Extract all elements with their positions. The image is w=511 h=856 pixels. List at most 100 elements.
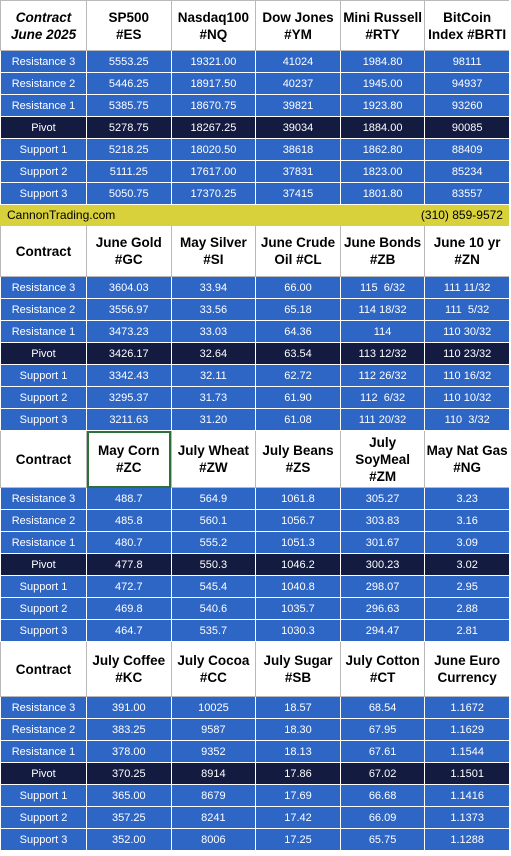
level-label-cell[interactable]: Support 3 — [0, 408, 87, 431]
level-value-cell[interactable]: 98111 — [424, 50, 510, 73]
level-value-cell[interactable]: 485.8 — [86, 509, 172, 532]
instrument-header-cell[interactable]: July Coffee #KC — [86, 641, 172, 697]
level-value-cell[interactable]: 67.61 — [339, 740, 426, 763]
level-label-cell[interactable]: Resistance 2 — [0, 72, 87, 95]
level-value-cell[interactable]: 488.7 — [86, 487, 172, 510]
level-value-cell[interactable]: 300.23 — [339, 553, 426, 576]
level-value-cell[interactable]: 545.4 — [170, 575, 257, 598]
level-value-cell[interactable]: 365.00 — [86, 784, 172, 807]
level-label-cell[interactable]: Support 1 — [0, 784, 87, 807]
level-value-cell[interactable]: 32.11 — [170, 364, 257, 387]
level-value-cell[interactable]: 112 26/32 — [339, 364, 426, 387]
level-value-cell[interactable]: 469.8 — [86, 597, 172, 620]
level-value-cell[interactable]: 62.72 — [255, 364, 341, 387]
level-value-cell[interactable]: 1945.00 — [339, 72, 426, 95]
instrument-header-cell[interactable]: Dow Jones #YM — [255, 0, 341, 51]
level-label-cell[interactable]: Support 2 — [0, 386, 87, 409]
level-value-cell[interactable]: 1862.80 — [339, 138, 426, 161]
level-value-cell[interactable]: 1.1373 — [424, 806, 510, 829]
instrument-header-cell[interactable]: May Silver #SI — [170, 225, 257, 277]
level-value-cell[interactable]: 370.25 — [86, 762, 172, 785]
level-value-cell[interactable]: 110 10/32 — [424, 386, 510, 409]
level-value-cell[interactable]: 1884.00 — [339, 116, 426, 139]
level-value-cell[interactable]: 1035.7 — [255, 597, 341, 620]
level-value-cell[interactable]: 3342.43 — [86, 364, 172, 387]
instrument-header-cell[interactable]: July Sugar #SB — [255, 641, 341, 697]
level-value-cell[interactable]: 3556.97 — [86, 298, 172, 321]
level-value-cell[interactable]: 67.95 — [339, 718, 426, 741]
level-value-cell[interactable]: 18917.50 — [170, 72, 257, 95]
level-label-cell[interactable]: Resistance 1 — [0, 320, 87, 343]
level-value-cell[interactable]: 61.08 — [255, 408, 341, 431]
level-label-cell[interactable]: Resistance 1 — [0, 94, 87, 117]
instrument-header-cell[interactable]: BitCoin Index #BRTI — [424, 0, 510, 51]
level-label-cell[interactable]: Resistance 2 — [0, 298, 87, 321]
instrument-header-cell[interactable]: Nasdaq100 #NQ — [170, 0, 257, 51]
level-label-cell[interactable]: Support 3 — [0, 182, 87, 205]
level-value-cell[interactable]: 564.9 — [170, 487, 257, 510]
level-value-cell[interactable]: 2.95 — [424, 575, 510, 598]
level-value-cell[interactable]: 3295.37 — [86, 386, 172, 409]
level-value-cell[interactable]: 298.07 — [339, 575, 426, 598]
level-value-cell[interactable]: 31.73 — [170, 386, 257, 409]
level-value-cell[interactable]: 66.00 — [255, 276, 341, 299]
level-value-cell[interactable]: 5446.25 — [86, 72, 172, 95]
level-value-cell[interactable]: 38618 — [255, 138, 341, 161]
level-value-cell[interactable]: 303.83 — [339, 509, 426, 532]
level-value-cell[interactable]: 535.7 — [170, 619, 257, 642]
level-value-cell[interactable]: 40237 — [255, 72, 341, 95]
contract-header-cell[interactable]: Contract — [0, 430, 87, 488]
level-value-cell[interactable]: 83557 — [424, 182, 510, 205]
level-value-cell[interactable]: 39821 — [255, 94, 341, 117]
level-value-cell[interactable]: 305.27 — [339, 487, 426, 510]
level-value-cell[interactable]: 1030.3 — [255, 619, 341, 642]
level-value-cell[interactable]: 540.6 — [170, 597, 257, 620]
level-value-cell[interactable]: 115 6/32 — [339, 276, 426, 299]
level-value-cell[interactable]: 39034 — [255, 116, 341, 139]
level-value-cell[interactable]: 65.18 — [255, 298, 341, 321]
level-label-cell[interactable]: Resistance 1 — [0, 531, 87, 554]
level-value-cell[interactable]: 64.36 — [255, 320, 341, 343]
level-value-cell[interactable]: 37831 — [255, 160, 341, 183]
site-link-cell[interactable]: CannonTrading.com — [0, 204, 257, 226]
level-value-cell[interactable]: 5111.25 — [86, 160, 172, 183]
level-label-cell[interactable]: Support 1 — [0, 575, 87, 598]
level-value-cell[interactable]: 1046.2 — [255, 553, 341, 576]
level-value-cell[interactable]: 114 18/32 — [339, 298, 426, 321]
level-value-cell[interactable]: 1.1629 — [424, 718, 510, 741]
level-value-cell[interactable]: 378.00 — [86, 740, 172, 763]
level-value-cell[interactable]: 32.64 — [170, 342, 257, 365]
level-value-cell[interactable]: 1.1544 — [424, 740, 510, 763]
level-value-cell[interactable]: 5553.25 — [86, 50, 172, 73]
level-label-cell[interactable]: Support 2 — [0, 160, 87, 183]
level-value-cell[interactable]: 9352 — [170, 740, 257, 763]
level-value-cell[interactable]: 1.1288 — [424, 828, 510, 851]
level-value-cell[interactable]: 8914 — [170, 762, 257, 785]
level-value-cell[interactable]: 8679 — [170, 784, 257, 807]
level-value-cell[interactable]: 1061.8 — [255, 487, 341, 510]
level-value-cell[interactable]: 352.00 — [86, 828, 172, 851]
level-label-cell[interactable]: Resistance 3 — [0, 696, 87, 719]
level-value-cell[interactable]: 1923.80 — [339, 94, 426, 117]
level-label-cell[interactable]: Support 3 — [0, 828, 87, 851]
level-value-cell[interactable]: 2.81 — [424, 619, 510, 642]
instrument-header-cell[interactable]: July Cocoa #CC — [170, 641, 257, 697]
level-value-cell[interactable]: 17.86 — [255, 762, 341, 785]
level-label-cell[interactable]: Support 1 — [0, 364, 87, 387]
level-value-cell[interactable]: 31.20 — [170, 408, 257, 431]
level-value-cell[interactable]: 1.1416 — [424, 784, 510, 807]
instrument-header-cell[interactable]: May Nat Gas #NG — [424, 430, 510, 488]
level-value-cell[interactable]: 301.67 — [339, 531, 426, 554]
level-value-cell[interactable]: 112 6/32 — [339, 386, 426, 409]
level-value-cell[interactable]: 33.56 — [170, 298, 257, 321]
level-value-cell[interactable]: 3604.03 — [86, 276, 172, 299]
level-value-cell[interactable]: 1056.7 — [255, 509, 341, 532]
level-value-cell[interactable]: 68.54 — [339, 696, 426, 719]
level-label-cell[interactable]: Support 2 — [0, 806, 87, 829]
level-value-cell[interactable]: 18670.75 — [170, 94, 257, 117]
level-value-cell[interactable]: 10025 — [170, 696, 257, 719]
level-value-cell[interactable]: 550.3 — [170, 553, 257, 576]
level-value-cell[interactable]: 110 23/32 — [424, 342, 510, 365]
level-value-cell[interactable]: 3.02 — [424, 553, 510, 576]
contract-header-cell[interactable]: Contract — [0, 641, 87, 697]
